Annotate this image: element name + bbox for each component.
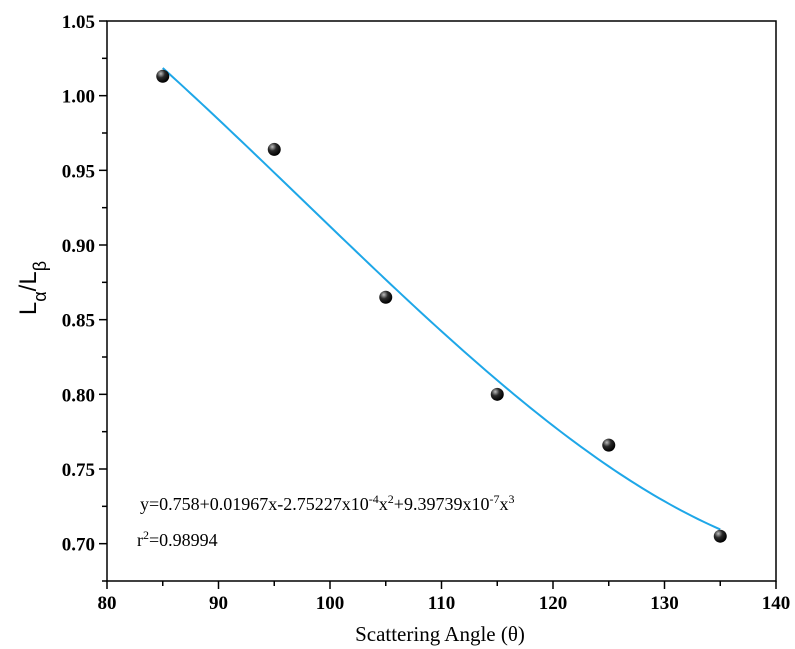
y-tick-label: 0.80 bbox=[62, 385, 95, 406]
x-tick-label: 100 bbox=[316, 593, 345, 614]
data-point bbox=[379, 290, 393, 304]
r-squared: r2=0.98994 bbox=[137, 528, 218, 550]
y-tick-label: 0.90 bbox=[62, 236, 95, 257]
data-point bbox=[156, 69, 170, 83]
x-axis-title: Scattering Angle (θ) bbox=[355, 622, 525, 646]
x-tick-label: 90 bbox=[209, 593, 228, 614]
y-tick-label: 0.75 bbox=[62, 460, 95, 481]
fit-equation: y=0.758+0.01967x-2.75227x10-4x2+9.39739x… bbox=[140, 492, 514, 514]
fit-curve bbox=[162, 67, 721, 531]
y-tick-label: 0.85 bbox=[62, 311, 95, 332]
x-tick-label: 130 bbox=[650, 593, 679, 614]
x-tick-label: 140 bbox=[762, 593, 791, 614]
x-axis: 80 90 100 110 120 130 140 bbox=[98, 581, 791, 614]
y-tick-label: 1.00 bbox=[62, 87, 95, 108]
y-tick-label: 0.95 bbox=[62, 161, 95, 182]
data-point bbox=[713, 529, 727, 543]
data-point bbox=[490, 387, 504, 401]
y-tick-label: 1.05 bbox=[62, 12, 95, 33]
data-point bbox=[602, 438, 616, 452]
x-tick-label: 110 bbox=[428, 593, 455, 614]
x-tick-label: 120 bbox=[539, 593, 568, 614]
data-point bbox=[267, 142, 281, 156]
y-axis-title: Lα/Lβ bbox=[15, 261, 50, 315]
data-points bbox=[156, 69, 727, 543]
x-tick-label: 80 bbox=[98, 593, 117, 614]
y-tick-label: 0.70 bbox=[62, 535, 95, 556]
y-axis: 0.70 0.75 0.80 0.85 0.90 0.95 1.00 1.05 bbox=[62, 12, 107, 582]
